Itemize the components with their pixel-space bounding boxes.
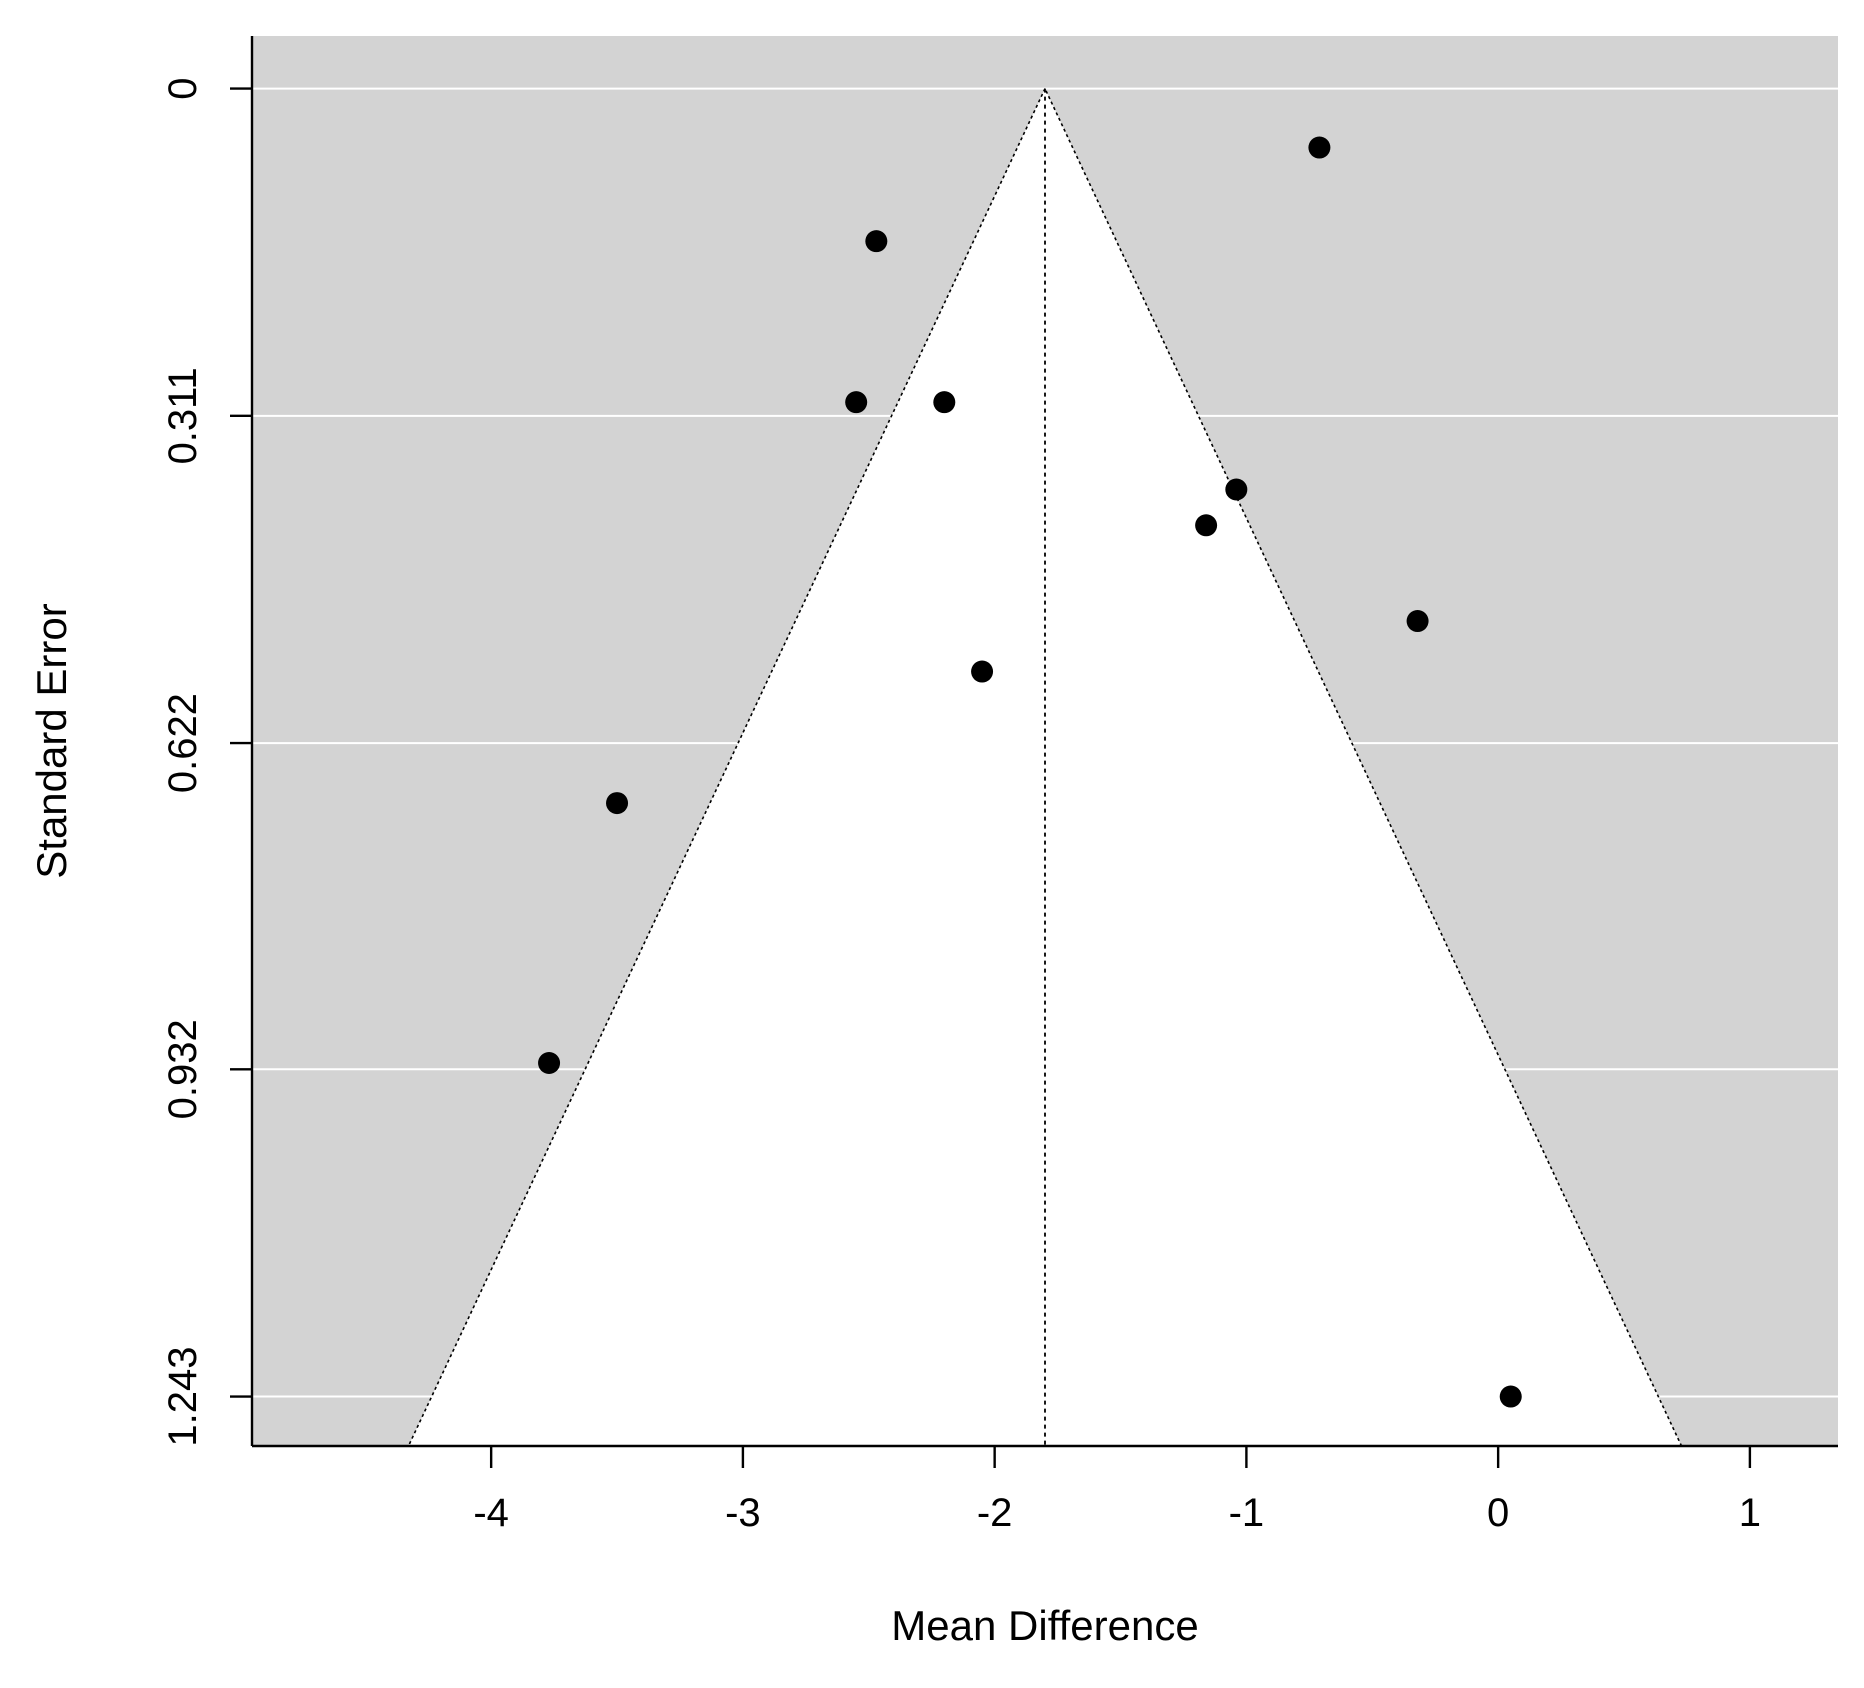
y-tick-label-3: 0.932: [161, 1019, 205, 1119]
x-axis-title: Mean Difference: [891, 1602, 1198, 1649]
study-point-9: [606, 792, 629, 815]
study-point-10: [538, 1051, 561, 1074]
study-point-8: [971, 660, 994, 683]
axes: [250, 36, 1838, 1448]
y-tick-label-0: 0: [161, 77, 205, 99]
study-point-3: [845, 391, 868, 414]
x-tick-label-4: 0: [1487, 1491, 1509, 1535]
x-tick-label-1: -3: [725, 1491, 761, 1535]
x-tick-label-3: -1: [1229, 1491, 1265, 1535]
study-point-4: [933, 391, 956, 414]
study-point-7: [1406, 610, 1429, 633]
y-tick-label-2: 0.622: [161, 693, 205, 793]
x-axis-ticks: -4 -3 -2 -1 0 1: [473, 1446, 1761, 1535]
y-axis-ticks: 0 0.311 0.622 0.932 1.243: [161, 77, 252, 1447]
study-point-1: [1308, 136, 1331, 159]
y-tick-label-4: 1.243: [161, 1346, 205, 1446]
study-point-2: [865, 230, 888, 253]
study-point-11: [1499, 1385, 1522, 1408]
study-point-6: [1195, 514, 1218, 537]
x-tick-label-5: 1: [1739, 1491, 1761, 1535]
x-tick-label-2: -2: [977, 1491, 1013, 1535]
x-tick-label-0: -4: [473, 1491, 509, 1535]
study-points: [538, 136, 1522, 1408]
study-point-5: [1225, 478, 1248, 501]
y-axis-title: Standard Error: [28, 603, 75, 878]
y-tick-label-1: 0.311: [161, 367, 205, 464]
funnel-region: [407, 86, 1683, 1447]
